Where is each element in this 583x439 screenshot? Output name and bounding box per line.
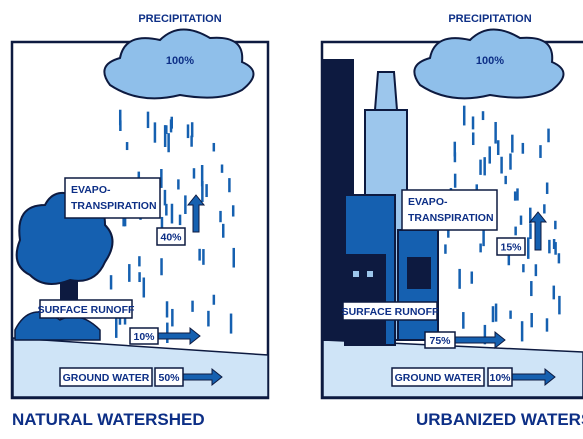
evapo-label: TRANSPIRATION [408,212,494,224]
diagram: PRECIPITATION 100% EVAPO- TRANSPIRATION 40% S… [0,0,583,439]
groundwater-percent: 10% [489,372,511,384]
runoff-label: SURFACE RUNOFF [38,304,135,316]
groundwater-label: GROUND WATER [395,372,482,384]
caption: URBANIZED WATERSHED [416,410,583,429]
precipitation-label: PRECIPITATION [448,13,531,25]
precipitation-percent: 100% [476,55,504,67]
runoff-label: SURFACE RUNOFF [342,306,439,318]
groundwater-label: GROUND WATER [63,372,150,384]
evapo-label: TRANSPIRATION [71,200,157,212]
evapo-percent: 15% [500,242,522,254]
runoff-percent: 75% [429,335,451,347]
evapo-label: EVAPO- [408,196,448,208]
evapo-percent: 40% [160,232,182,244]
precipitation-percent: 100% [166,55,194,67]
page: {"panels":[ {"precipitation":{"label":"P… [0,0,583,439]
evapo-label: EVAPO- [71,184,111,196]
caption: NATURAL WATERSHED [12,410,205,429]
precipitation-label: PRECIPITATION [138,13,221,25]
groundwater-percent: 50% [158,372,180,384]
runoff-percent: 10% [133,331,155,343]
